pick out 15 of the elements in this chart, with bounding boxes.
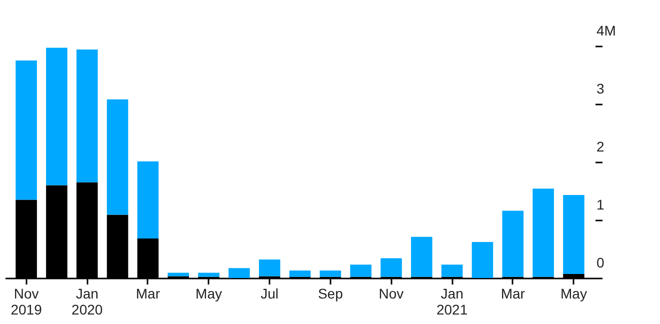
x-tick-label: Sep [318, 286, 344, 302]
y-tick-label: 4M [596, 22, 616, 38]
x-tick-label: Jan 2020 [72, 286, 103, 318]
y-tick-label: 1 [596, 196, 604, 212]
x-tick-label: Jan 2021 [436, 286, 468, 318]
x-tick-label: May [196, 286, 222, 302]
y-tick-label: 2 [596, 138, 604, 154]
x-tick-label: Mar [500, 286, 526, 302]
x-tick-label: Nov [378, 286, 404, 302]
x-tick-label: Jul [260, 286, 279, 302]
x-tick-label: May [560, 286, 587, 302]
y-tick-label: 3 [596, 80, 604, 96]
y-tick-label: 0 [596, 254, 604, 270]
x-tick-label: Mar [136, 286, 160, 302]
x-tick-label: Nov 2019 [10, 286, 42, 318]
